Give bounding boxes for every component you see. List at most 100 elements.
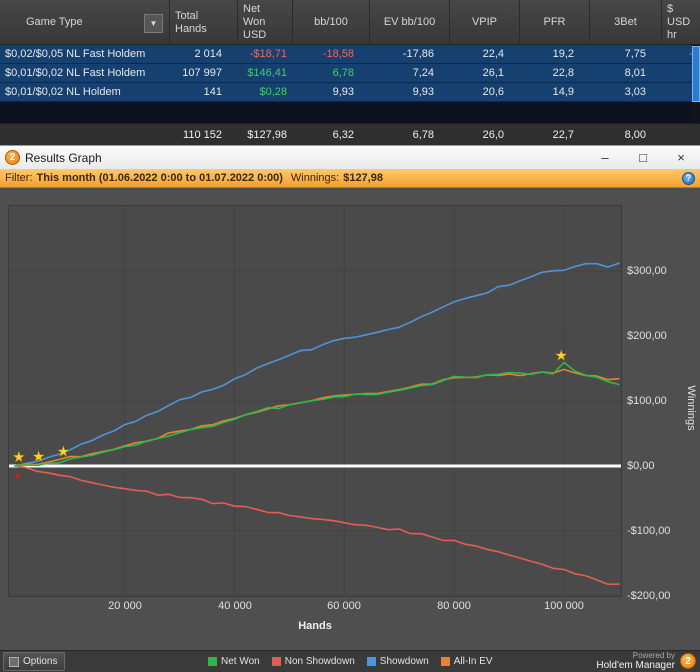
scrollbar-thumb[interactable]: [692, 46, 700, 102]
window-controls: – □ ×: [586, 146, 700, 170]
summary-3bet: 8,00: [624, 128, 646, 141]
stats-table-rows: $0,02/$0,05 NL Fast Holdem 2 014 -$18,71…: [0, 45, 700, 102]
table-row[interactable]: $0,01/$0,02 NL Holdem 141 $0,28 9,93 9,9…: [0, 83, 700, 102]
cell-net-won: $0,28: [259, 86, 287, 98]
vertical-scrollbar[interactable]: [692, 45, 700, 123]
summary-vpip: 26,0: [482, 128, 504, 141]
cell-game-type: $0,01/$0,02 NL Holdem: [5, 86, 121, 98]
cell-pfr: 22,8: [552, 67, 574, 79]
cell-ev-bb100: -17,86: [402, 48, 434, 60]
powered-by-label: Powered by: [632, 650, 675, 660]
cell-game-type: $0,01/$0,02 NL Fast Holdem: [5, 67, 146, 79]
results-graph-chart: ★ ★ ★ ★ ▼ 20 000 40 000 60 000 80 000 100 00…: [0, 188, 700, 650]
filter-label: Filter:: [5, 172, 33, 184]
help-icon[interactable]: ?: [682, 171, 695, 185]
chart-plot-area: ★ ★ ★ ★ ▼: [8, 205, 622, 597]
cell-vpip: 26,1: [482, 67, 504, 79]
net-won-swatch-icon: [208, 656, 217, 666]
cell-vpip: 20,6: [482, 86, 504, 98]
cell-bb100: 9,93: [332, 86, 354, 98]
cell-ev-bb100: 9,93: [412, 86, 434, 98]
column-header-game-type[interactable]: Game Type ▼: [0, 0, 170, 45]
column-header-net-won[interactable]: Net Won USD: [238, 0, 293, 45]
game-type-filter-dropdown[interactable]: ▼: [144, 14, 163, 33]
non-showdown-swatch-icon: [271, 656, 281, 666]
y-axis-title: Winnings: [685, 385, 697, 431]
cell-3bet: 7,75: [624, 48, 646, 60]
winnings-value: $127,98: [343, 172, 383, 184]
summary-net-won: $127,98: [247, 128, 287, 141]
summary-bb100: 6,32: [332, 128, 354, 141]
legend-label: Net Won: [221, 655, 260, 667]
results-graph-titlebar[interactable]: 2 Results Graph – □ ×: [0, 145, 700, 169]
close-button[interactable]: ×: [677, 150, 685, 165]
x-tick-label: 100 000: [544, 600, 584, 612]
maximize-button[interactable]: □: [639, 150, 647, 165]
y-tick-label: -$200,00: [627, 590, 671, 602]
minimize-button[interactable]: –: [601, 150, 609, 165]
cell-pfr: 14,9: [552, 86, 574, 98]
cell-3bet: 3,03: [624, 86, 646, 98]
column-header-label: Game Type: [26, 16, 83, 28]
legend-item-showdown[interactable]: Showdown: [366, 655, 429, 667]
brand-area: Powered by Hold'em Manager 2: [596, 650, 696, 671]
y-tick-label: -$100,00: [627, 525, 671, 537]
cell-game-type: $0,02/$0,05 NL Fast Holdem: [5, 48, 146, 60]
stats-table-header: Game Type ▼ Total Hands Net Won USD bb/1…: [0, 0, 700, 45]
x-tick-label: 20 000: [108, 600, 142, 612]
legend-label: All-In EV: [453, 655, 493, 667]
x-tick-label: 60 000: [327, 600, 361, 612]
filter-range: This month (01.06.2022 0:00 to 01.07.202…: [36, 172, 283, 184]
legend-label: Showdown: [379, 655, 429, 667]
options-icon: [9, 656, 19, 667]
hm2-logo-icon: 2: [680, 653, 696, 670]
x-tick-label: 80 000: [437, 600, 471, 612]
cell-net-won: -$18,71: [249, 48, 287, 60]
legend-label: Non Showdown: [284, 655, 355, 667]
cell-total-hands: 107 997: [182, 67, 222, 79]
options-label: Options: [23, 656, 58, 667]
chevron-down-icon: ▼: [149, 19, 158, 28]
y-tick-label: $300,00: [627, 265, 667, 277]
triangle-marker-icon: ▼: [12, 471, 23, 483]
legend-item-all-in-ev[interactable]: All-In EV: [440, 655, 493, 667]
legend-item-net-won[interactable]: Net Won: [208, 656, 260, 667]
y-tick-label: $0,00: [627, 460, 655, 472]
column-header-usd-hr[interactable]: $ USD hr: [667, 3, 691, 41]
cell-vpip: 22,4: [482, 48, 504, 60]
summary-ev-bb100: 6,78: [412, 128, 434, 141]
y-tick-label: $100,00: [627, 395, 667, 407]
column-header-total-hands[interactable]: Total Hands: [170, 0, 238, 45]
table-row[interactable]: $0,02/$0,05 NL Fast Holdem 2 014 -$18,71…: [0, 45, 700, 64]
cell-total-hands: 2 014: [194, 48, 222, 60]
cell-bb100: -18,58: [322, 48, 354, 60]
column-header-pfr[interactable]: PFR: [520, 0, 590, 45]
legend-item-non-showdown[interactable]: Non Showdown: [271, 655, 355, 667]
winnings-label: Winnings:: [290, 172, 340, 184]
summary-pfr: 22,7: [552, 128, 574, 141]
all-in-ev-swatch-icon: [440, 656, 450, 666]
column-header-3bet[interactable]: 3Bet: [590, 0, 662, 45]
x-tick-label: 40 000: [218, 600, 252, 612]
column-header-vpip[interactable]: VPIP: [450, 0, 520, 45]
filter-bar: Filter: This month (01.06.2022 0:00 to 0…: [0, 169, 700, 188]
cell-pfr: 19,2: [552, 48, 574, 60]
star-marker-icon: ★: [32, 448, 45, 465]
cell-bb100: 6,78: [332, 67, 354, 79]
column-header-bb100[interactable]: bb/100: [293, 0, 370, 45]
star-marker-icon: ★: [555, 348, 568, 365]
table-row[interactable]: $0,01/$0,02 NL Fast Holdem 107 997 $146,…: [0, 64, 700, 83]
stats-table: Game Type ▼ Total Hands Net Won USD bb/1…: [0, 0, 700, 145]
x-axis-title: Hands: [298, 620, 332, 632]
column-header-ev-bb100[interactable]: EV bb/100: [370, 0, 450, 45]
cell-total-hands: 141: [203, 86, 222, 98]
cell-net-won: $146,41: [247, 67, 287, 79]
status-bar: Options Powered by Hold'em Manager 2: [0, 650, 700, 672]
cell-ev-bb100: 7,24: [412, 67, 434, 79]
cell-3bet: 8,01: [624, 67, 646, 79]
options-button[interactable]: Options: [3, 652, 66, 671]
window-title: Results Graph: [25, 150, 102, 165]
star-marker-icon: ★: [57, 444, 70, 461]
star-marker-icon: ★: [12, 449, 25, 466]
